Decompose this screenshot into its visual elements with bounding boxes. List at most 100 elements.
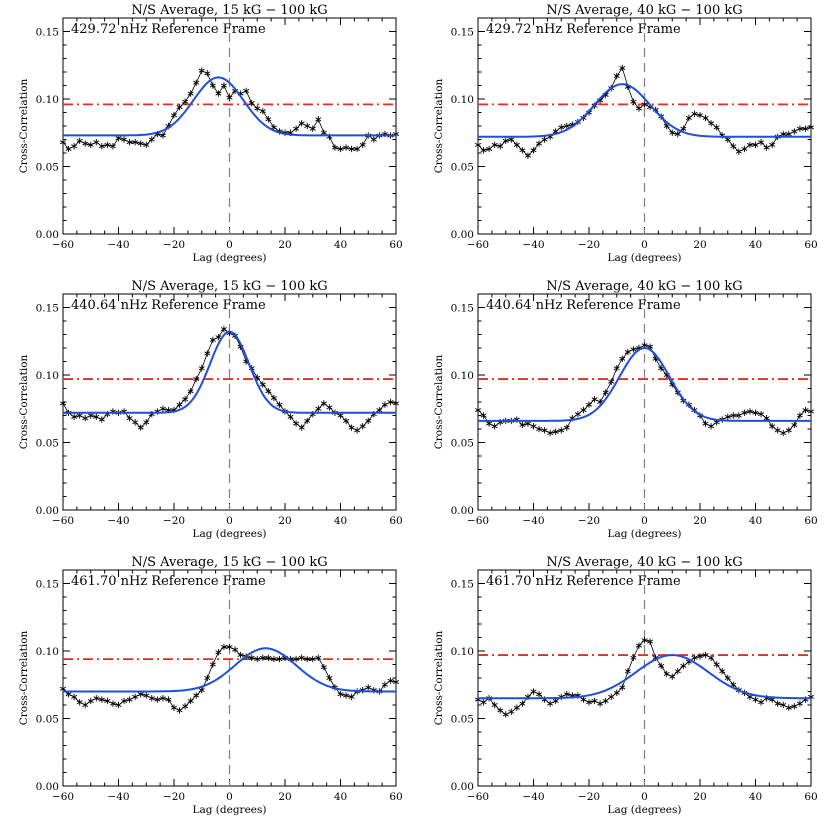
- data-point: [343, 692, 350, 699]
- x-tick-label: 60: [804, 239, 817, 251]
- x-tick-label: 0: [641, 515, 648, 527]
- data-point: [585, 401, 593, 408]
- data-point: [381, 401, 388, 408]
- chart-panel-1: N/S Average, 15 kG − 100 kG −60 −40 −20 0 20 4…: [18, 3, 403, 264]
- y-axis-label: Cross-Correlation: [18, 78, 30, 173]
- data-point: [276, 655, 283, 663]
- reference-frame-label: 440.64 nHz Reference Frame: [486, 298, 681, 313]
- data-point: [354, 427, 361, 434]
- chart-title: N/S Average, 40 kG − 100 kG: [546, 555, 742, 570]
- data-point: [93, 695, 100, 702]
- x-axis-label: Lag (degrees): [608, 252, 682, 264]
- chart-panel-5: N/S Average, 15 kG − 100 kG −60 −40 −20 0 20 4…: [18, 555, 403, 816]
- data-point: [137, 424, 144, 431]
- data-point: [176, 707, 183, 714]
- data-point: [337, 145, 344, 153]
- data-point: [198, 686, 205, 694]
- data-point: [348, 693, 355, 701]
- data-point: [708, 423, 715, 430]
- data-point: [635, 642, 642, 649]
- y-tick-label: 0.00: [451, 505, 474, 517]
- data-point: [176, 401, 183, 408]
- data-point: [232, 646, 239, 653]
- data-point: [635, 105, 642, 112]
- data-point: [220, 325, 227, 333]
- x-tick-label: −60: [52, 239, 74, 251]
- data-point: [708, 654, 715, 661]
- data-point: [354, 145, 361, 153]
- data-point: [580, 696, 587, 703]
- y-axis-label: Cross-Correlation: [18, 354, 30, 449]
- data-point: [304, 655, 311, 663]
- data-point: [608, 693, 615, 701]
- data-point: [746, 408, 753, 415]
- data-point: [159, 405, 166, 412]
- data-point: [337, 691, 344, 698]
- data-point: [708, 120, 715, 127]
- data-point: [536, 691, 543, 698]
- data-point: [298, 120, 305, 127]
- data-point: [674, 668, 681, 675]
- data-point: [513, 141, 520, 149]
- data-point: [541, 136, 548, 143]
- data-point: [663, 122, 670, 130]
- data-point: [198, 365, 205, 372]
- data-point: [702, 114, 709, 122]
- data-point: [359, 423, 366, 430]
- x-tick-label: −40: [522, 791, 544, 803]
- data-point: [121, 136, 128, 143]
- data-point: [486, 145, 493, 153]
- data-point: [713, 124, 720, 131]
- data-point: [735, 412, 742, 419]
- data-point: [696, 653, 704, 660]
- data-point: [474, 141, 482, 149]
- data-point: [82, 140, 89, 147]
- x-tick-label: −60: [52, 515, 74, 527]
- x-tick-label: −40: [522, 515, 544, 527]
- data-point: [519, 421, 526, 429]
- data-point: [624, 668, 631, 675]
- data-point: [802, 406, 809, 414]
- data-point: [315, 405, 322, 412]
- data-point: [480, 412, 487, 419]
- data-point: [304, 417, 311, 425]
- data-point: [563, 122, 570, 130]
- data-point: [597, 700, 604, 707]
- data-point: [265, 654, 272, 661]
- data-point: [248, 654, 255, 661]
- x-tick-label: −20: [578, 515, 600, 527]
- data-point: [530, 688, 537, 695]
- data-point: [602, 697, 609, 705]
- data-point: [796, 412, 803, 419]
- data-point: [724, 674, 731, 682]
- x-tick-label: 0: [226, 791, 233, 803]
- data-point: [209, 336, 216, 344]
- data-point: [226, 94, 233, 101]
- data-point: [365, 684, 372, 691]
- chart-panel-3: N/S Average, 15 kG − 100 kG −60 −40 −20 0 20 4…: [18, 279, 403, 540]
- data-point: [608, 378, 615, 385]
- y-tick-label: 0.00: [451, 229, 474, 241]
- data-point: [315, 654, 322, 661]
- chart-panel-4: N/S Average, 40 kG − 100 kG −60 −40 −20 0 20 4…: [433, 279, 818, 540]
- y-tick-label: 0.00: [36, 505, 59, 517]
- data-point: [563, 691, 570, 698]
- data-point: [769, 423, 776, 430]
- data-point: [585, 699, 593, 706]
- data-point: [76, 137, 83, 145]
- data-point: [71, 143, 78, 150]
- data-point: [159, 695, 166, 702]
- data-point: [198, 67, 205, 74]
- y-axis-label: Cross-Correlation: [433, 630, 445, 725]
- data-point: [143, 692, 150, 699]
- y-tick-label: 0.15: [36, 303, 59, 315]
- y-tick-label: 0.00: [36, 229, 59, 241]
- data-point: [619, 64, 626, 72]
- y-tick-label: 0.15: [36, 579, 59, 591]
- x-axis-label: Lag (degrees): [608, 528, 682, 540]
- reference-frame-label: 440.64 nHz Reference Frame: [71, 298, 266, 313]
- x-tick-label: −20: [163, 239, 185, 251]
- data-point: [59, 139, 67, 146]
- data-point: [243, 87, 250, 95]
- gaussian-fit-curve: [63, 330, 396, 414]
